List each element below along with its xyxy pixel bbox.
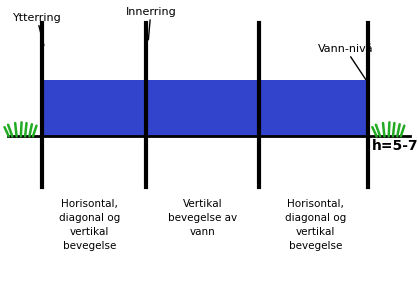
- Text: Horisontal,
diagonal og
vertikal
bevegelse: Horisontal, diagonal og vertikal bevegel…: [285, 199, 346, 251]
- Bar: [42, 80, 368, 136]
- Bar: [42, 80, 146, 136]
- Text: Horisontal,
diagonal og
vertikal
bevegelse: Horisontal, diagonal og vertikal bevegel…: [59, 199, 120, 251]
- Text: Vann-nivå: Vann-nivå: [318, 44, 373, 80]
- Text: Innerring: Innerring: [125, 7, 176, 40]
- Text: h=5-7cm: h=5-7cm: [372, 139, 418, 153]
- Text: Ytterring: Ytterring: [13, 13, 61, 45]
- Text: Vertikal
bevegelse av
vann: Vertikal bevegelse av vann: [168, 199, 237, 237]
